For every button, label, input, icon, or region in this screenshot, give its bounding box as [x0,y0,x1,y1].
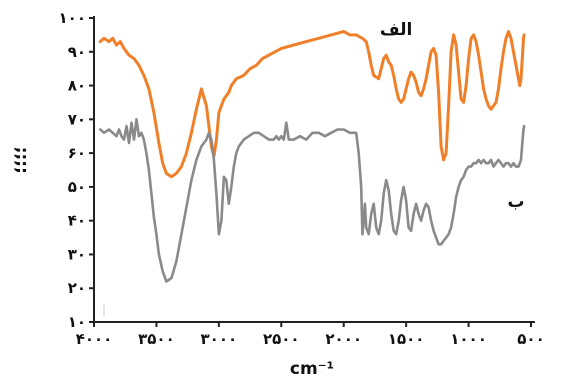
plot-frame [93,16,535,323]
y-tick-label: ۱۰۰ [59,9,86,27]
x-tick-label: ۳۵۰۰ [138,330,175,348]
x-tick-label: ۳۰۰۰ [201,330,238,348]
x-tick-label: ۲۰۰۰ [325,330,362,348]
x-tick-label: ۱۵۰۰ [388,330,425,348]
x-tick-label: ۲۵۰۰ [263,330,300,348]
y-axis-ticks: ۱۰ ۲۰ ۳۰ ۴۰ ۵۰ ۶۰ ۷۰ ۸۰ ۹۰ ۱۰۰ [59,9,94,331]
y-tick-label: ۱۰ [68,313,86,331]
y-tick-label: ۷۰ [68,110,86,128]
y-tick-label: ۳۰ [68,245,86,263]
y-tick-label: ۴۰ [68,212,86,230]
series-label-be: ب [507,192,524,212]
y-tick-label: ۶۰ [68,144,86,162]
x-axis-ticks: ۴۰۰۰ ۳۵۰۰ ۳۰۰۰ ۲۵۰۰ ۲۰۰۰ ۱۵۰۰ ۱۰۰۰ ۵۰۰ [76,322,545,348]
x-axis-title: cm⁻¹ [290,359,334,379]
y-tick-label: ۹۰ [68,43,86,61]
series-label-alef: الف [380,20,412,40]
y-tick-label: ۵۰ [68,178,86,196]
series-line-be [98,118,526,283]
series-line-alef [98,30,526,179]
x-tick-label: ۵۰۰ [517,330,544,348]
series-layer [98,30,526,283]
series-labels: الف ب [380,20,525,212]
y-axis-title: ؛؛؛؛ [11,146,31,173]
y-tick-label: ۲۰ [68,279,86,297]
y-tick-label: ۸۰ [68,77,86,95]
x-tick-label: ۴۰۰۰ [76,330,113,348]
x-tick-label: ۱۰۰۰ [450,330,487,348]
